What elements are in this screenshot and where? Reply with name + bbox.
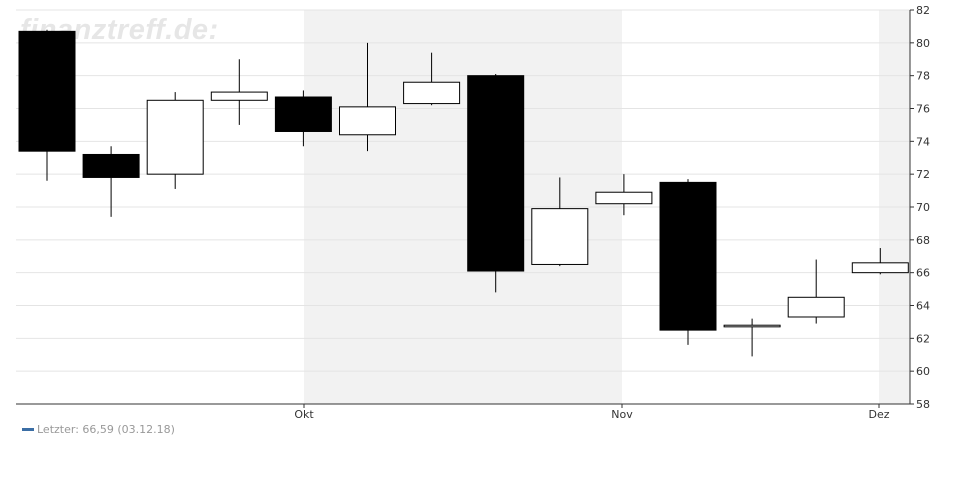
candle-body-up bbox=[339, 106, 396, 136]
y-tick-label: 64 bbox=[916, 300, 930, 313]
candle-body-down bbox=[467, 75, 525, 272]
candle bbox=[274, 90, 332, 147]
candle-body-up bbox=[403, 81, 461, 105]
x-tick-label: Nov bbox=[611, 408, 633, 421]
candle bbox=[82, 146, 140, 217]
legend: Letzter: 66,59 (03.12.18) bbox=[22, 423, 175, 436]
candle bbox=[595, 174, 653, 216]
y-tick-label: 66 bbox=[916, 267, 930, 280]
candle bbox=[659, 179, 717, 345]
y-tick-label: 62 bbox=[916, 332, 930, 345]
candle bbox=[787, 259, 845, 324]
y-tick-label: 82 bbox=[916, 4, 930, 17]
candle bbox=[210, 59, 268, 125]
candle-body-down bbox=[18, 30, 76, 152]
candle bbox=[723, 318, 781, 357]
candle-body-down bbox=[659, 181, 717, 331]
legend-swatch bbox=[22, 428, 34, 431]
candle bbox=[851, 248, 909, 275]
candle-body-up bbox=[595, 191, 653, 205]
candle bbox=[403, 52, 461, 106]
candle bbox=[146, 92, 204, 189]
y-tick-label: 58 bbox=[916, 398, 930, 411]
candles bbox=[18, 29, 909, 357]
candle-body-up bbox=[146, 99, 204, 175]
y-tick-label: 70 bbox=[916, 201, 930, 214]
candle-body-up bbox=[210, 91, 268, 101]
candle bbox=[339, 42, 396, 152]
candle bbox=[531, 177, 589, 267]
candle-body-down bbox=[274, 96, 332, 132]
candle-body-down bbox=[82, 153, 140, 178]
y-tick-label: 68 bbox=[916, 234, 930, 247]
y-tick-label: 60 bbox=[916, 365, 930, 378]
y-tick-label: 78 bbox=[916, 70, 930, 83]
candle-body-up bbox=[851, 262, 909, 274]
candle-body-up bbox=[531, 208, 589, 265]
candle-body-up bbox=[787, 296, 845, 318]
y-tick-label: 74 bbox=[916, 135, 930, 148]
axes: 58 60 62 64 66 68 70 72 74 76 78 80 82 Okt Nov Dez bbox=[16, 4, 930, 421]
candle bbox=[18, 29, 76, 181]
candle-body-up bbox=[723, 324, 781, 328]
x-tick-label: Okt bbox=[294, 408, 314, 421]
y-tick-label: 76 bbox=[916, 103, 930, 116]
x-tick-label: Dez bbox=[868, 408, 889, 421]
grid-lines bbox=[16, 9, 910, 372]
legend-label: Letzter: 66,59 (03.12.18) bbox=[37, 423, 175, 436]
candle bbox=[467, 74, 525, 293]
y-tick-label: 80 bbox=[916, 37, 930, 50]
y-tick-label: 72 bbox=[916, 168, 930, 181]
